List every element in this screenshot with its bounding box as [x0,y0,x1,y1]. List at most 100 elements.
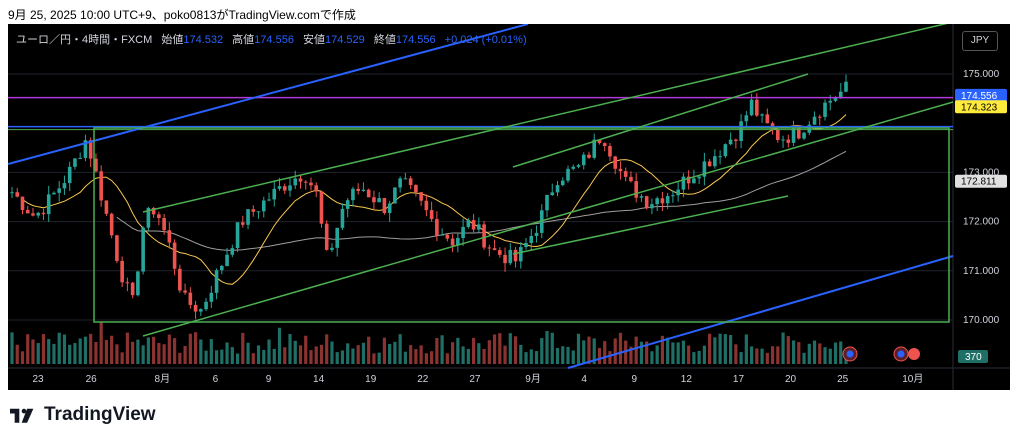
volume-bar [776,346,780,364]
candle-body [157,214,161,219]
volume-bar [146,337,150,364]
volume-bar [755,348,759,364]
slow-moving-average-line [116,150,847,251]
candle-body [602,143,607,146]
open-label: 始値 [161,34,184,46]
volume-bar [655,345,659,364]
volume-bar [141,345,145,364]
volume-bar [571,350,575,364]
candle-body [41,212,46,215]
candle-body [518,247,523,262]
candle-body [272,188,277,200]
economic-event-icon-core[interactable] [846,350,854,358]
volume-bar [687,345,691,364]
volume-bar [230,347,234,364]
volume-bar [781,332,785,364]
candle-body [749,99,754,116]
volume-bar [639,341,644,364]
low-value: 174.529 [325,34,365,46]
price-chart[interactable]: 175.000 173.000 172.000 171.000 170.000 174.5… [8,24,1010,390]
volume-bar [624,340,628,364]
volume-bar [723,334,727,364]
candle-body [487,247,492,249]
volume-bar [534,351,539,364]
volume-bar [10,332,14,364]
candle-body [713,156,717,167]
volume-bar [508,333,512,364]
candle-body [393,187,397,204]
candle-body [655,198,659,205]
candle-body [587,154,591,158]
candle-body [282,186,287,191]
time-axis-label: 25 [837,374,849,385]
volume-bar [246,342,250,364]
volume-bar [115,344,119,364]
volume-bar [608,351,612,364]
time-axis-label: 23 [32,374,44,385]
volume-bar [319,344,324,364]
upper-channel-line [142,24,948,213]
symbol-label: ユーロ／円・4時間・FXCM [16,34,153,46]
price-tag-label: 172.811 [961,177,997,188]
time-axis-label: 6 [213,374,219,385]
volume-bar [676,342,680,364]
volume-bar [204,350,208,364]
candle-body [167,230,172,243]
candle-body [734,139,738,141]
brand: TradingView [10,404,156,426]
volume-bar [487,340,491,364]
volume-bar [15,344,19,364]
candle-body [31,213,35,216]
fast-moving-average-line [22,114,847,285]
open-value: 174.532 [183,34,224,46]
candle-body [613,156,618,169]
candle-body [744,115,749,122]
volume-bar [94,342,98,364]
price-tag-label: 174.323 [961,102,998,113]
inner-channel-upper-line [512,73,809,168]
candle-body [25,209,30,214]
candle-body [235,222,240,249]
volume-bar [382,337,387,364]
volume-bar [702,345,706,364]
chart-area[interactable]: 175.000 173.000 172.000 171.000 170.000 174.5… [8,24,1010,390]
volume-bar [241,332,245,364]
candle-body [104,200,109,214]
candle-body [623,171,628,177]
volume-bar [833,342,838,364]
volume-bar [262,349,266,364]
economic-event-icon[interactable] [908,348,920,360]
candle-body [419,192,423,201]
currency-button[interactable]: JPY [962,31,998,51]
volume-bar [251,353,255,364]
candle-body [492,248,497,251]
inner-channel-lower-line [512,195,789,255]
volume-bar [120,352,124,364]
volume-bar [330,341,334,364]
candle-body [146,207,151,228]
candle-body [429,210,434,220]
volume-bar [272,348,276,364]
volume-bar [498,333,502,364]
volume-bar [388,343,392,364]
volume-bar [744,334,748,364]
candle-body [178,268,182,291]
volume-bar [136,339,140,364]
lower-blue-trendline [567,255,954,369]
candle-body [225,254,229,266]
candle-body [382,198,387,214]
volume-bar [110,335,114,364]
economic-event-icon-core[interactable] [897,350,905,358]
volume-bar [797,342,801,364]
candle-body [534,232,539,236]
candle-body [15,192,20,197]
volume-bar [414,349,418,364]
candle-body [36,212,41,216]
candle-body [361,189,366,191]
candle-body [456,237,460,246]
candle-body [172,242,177,269]
candle-body [408,178,413,186]
candle-body [440,234,444,236]
volume-badge-label: 370 [965,352,982,363]
candle-body [10,192,14,194]
